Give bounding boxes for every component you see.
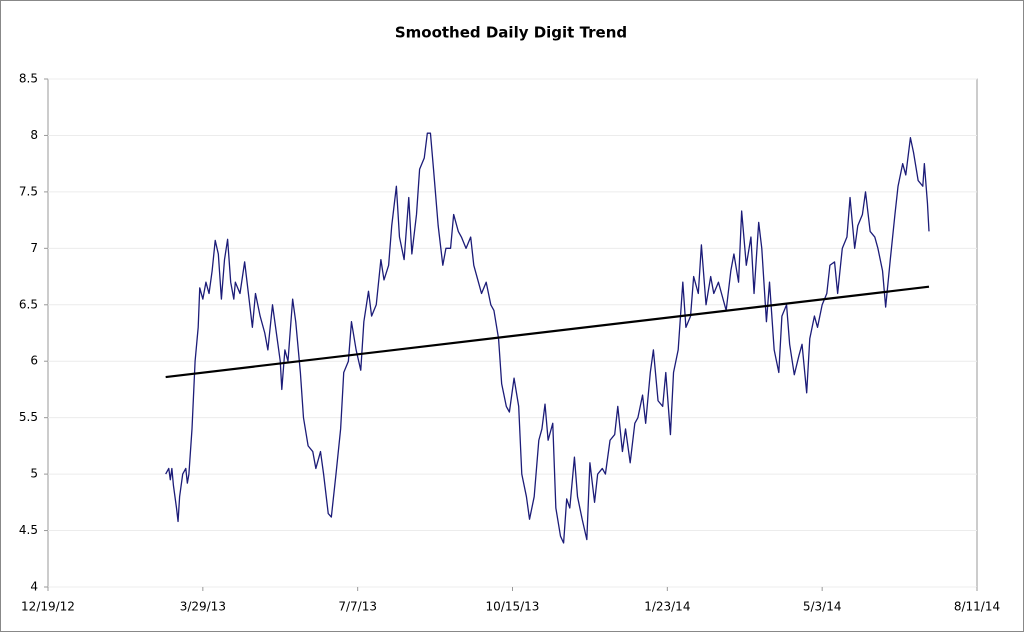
- x-tick-label: 7/7/13: [338, 600, 377, 614]
- x-tick-label: 10/15/13: [486, 600, 540, 614]
- y-tick-label: 5: [30, 467, 38, 481]
- y-tick-label: 8.5: [19, 72, 38, 86]
- y-tick-label: 4: [30, 580, 38, 594]
- y-tick-label: 7: [30, 241, 38, 255]
- y-tick-label: 7.5: [19, 184, 38, 198]
- x-tick-label: 5/3/14: [803, 600, 842, 614]
- y-tick-label: 6.5: [19, 297, 38, 311]
- x-tick-label: 1/23/14: [644, 600, 690, 614]
- y-tick-label: 6: [30, 354, 38, 368]
- y-tick-label: 8: [30, 128, 38, 142]
- series-line: [165, 132, 930, 544]
- chart-title: Smoothed Daily Digit Trend: [395, 24, 627, 42]
- trend-line: [165, 285, 930, 379]
- y-tick-label: 4.5: [19, 523, 38, 537]
- x-tick-label: 8/11/14: [954, 600, 1000, 614]
- x-tick-label: 12/19/12: [21, 600, 75, 614]
- x-tick-label: 3/29/13: [180, 600, 226, 614]
- y-tick-label: 5.5: [19, 410, 38, 424]
- plot-area: [47, 78, 978, 588]
